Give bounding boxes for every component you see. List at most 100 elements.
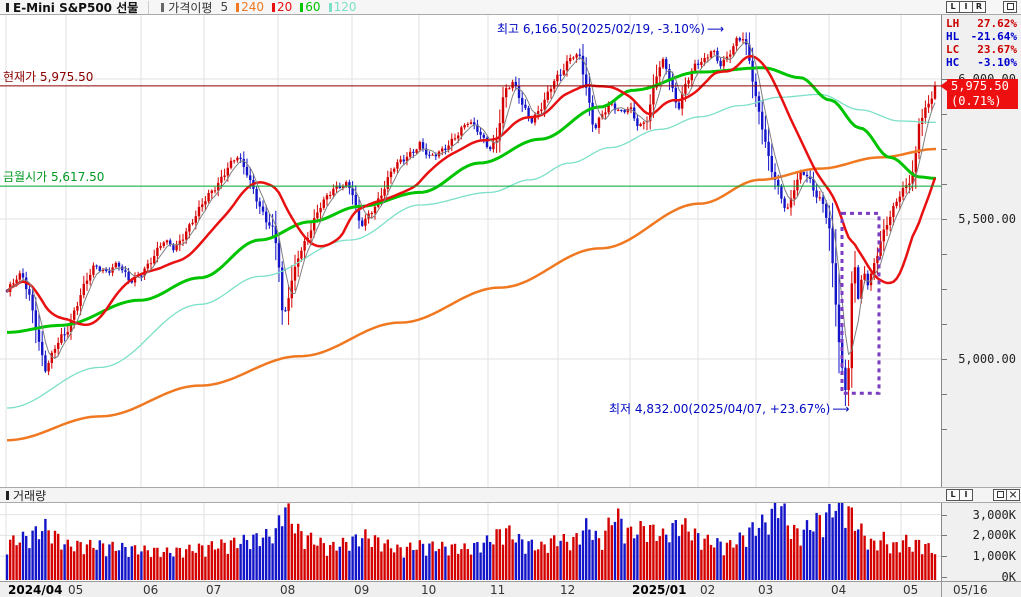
ma-period-value: 60 — [305, 0, 321, 14]
ma-legend-label[interactable]: 가격이평 — [168, 0, 213, 15]
volume-axis-label: 2,000K — [972, 528, 1016, 543]
stat-lh: LH 27.62% — [946, 17, 1017, 30]
maximize-icon — [1006, 3, 1014, 10]
stat-value: 27.62% — [977, 17, 1017, 30]
ma120-line — [6, 93, 936, 409]
y-axis-minor-tick — [942, 114, 947, 115]
stat-hc: HC -3.10% — [946, 56, 1017, 69]
x-axis-label-2024-04: 2024/04 — [8, 583, 63, 597]
x-axis-label-07: 07 — [206, 583, 222, 597]
stat-label: LC — [946, 43, 960, 56]
ma-period-20[interactable]: 20 — [272, 0, 292, 14]
volume-chart[interactable] — [0, 503, 941, 581]
y-axis-minor-tick — [942, 394, 947, 395]
ma-period-240[interactable]: 240 — [236, 0, 264, 14]
y-axis-minor-tick — [942, 149, 947, 150]
ma-period-value: 20 — [277, 0, 293, 14]
y-axis-tick — [942, 219, 947, 220]
x-axis-label-11: 11 — [490, 583, 506, 597]
y-axis-minor-tick — [942, 429, 947, 430]
volume-axis-tick — [942, 535, 947, 537]
stats-panel: LH 27.62% HL -21.64% LC 23.67% HC -3.10% — [946, 17, 1017, 69]
ma60-line — [6, 66, 937, 334]
ma20-line — [6, 55, 937, 327]
ma-period-5[interactable]: 5 — [220, 0, 228, 14]
ma-legend-icon — [161, 2, 165, 12]
volume-bars-layer — [5, 503, 937, 580]
stat-label: LH — [946, 17, 960, 30]
x-axis-label-05: 05 — [903, 583, 919, 597]
stat-lc: LC 23.67% — [946, 43, 1017, 56]
stat-label: HL — [946, 30, 960, 43]
volume-window-button-i[interactable]: I — [959, 489, 973, 501]
volume-axis-tick — [942, 556, 947, 558]
price-pointer-icon — [940, 81, 947, 91]
volume-close-button[interactable] — [1006, 489, 1020, 501]
stat-label: HC — [946, 56, 960, 69]
ma5-line — [6, 41, 936, 359]
y-axis-label: 5,000.00 — [958, 352, 1016, 366]
stat-hl: HL -21.64% — [946, 30, 1017, 43]
ma240-line — [6, 147, 937, 442]
ma-period-value: 120 — [333, 0, 357, 14]
ma-color-swatch — [328, 2, 332, 12]
stat-value: 23.67% — [977, 43, 1017, 56]
ma-color-swatch — [272, 2, 275, 12]
x-axis-label-03: 03 — [758, 583, 774, 597]
volume-maximize-button[interactable] — [993, 489, 1007, 501]
window-button-l[interactable]: L — [946, 1, 960, 13]
volume-title: 거래량 — [13, 488, 47, 503]
ma-period-120[interactable]: 120 — [328, 0, 357, 14]
stat-value: -3.10% — [977, 56, 1017, 69]
window-button-i[interactable]: I — [959, 1, 973, 13]
x-axis-label-04: 04 — [831, 583, 847, 597]
y-axis-tick — [942, 79, 947, 80]
latest-date-label: 05/16 — [953, 583, 988, 597]
volume-axis[interactable]: 3,000K 2,000K 1,000K 0K — [941, 503, 1021, 584]
volume-axis-label: 1,000K — [972, 549, 1016, 564]
time-axis[interactable]: 05/16 2024/04 05 06 07 08 09 10 11 12 2025/01 02 03… — [0, 581, 1021, 597]
current-price-value: 5,975.50 — [951, 79, 1009, 93]
ma-color-swatch — [300, 2, 304, 12]
ma-period-value: 240 — [241, 0, 264, 14]
x-axis-label-08: 08 — [280, 583, 296, 597]
y-axis-label: 5,500.00 — [958, 212, 1016, 226]
x-axis-label-12: 12 — [560, 583, 576, 597]
maximize-button[interactable] — [1003, 1, 1017, 13]
y-axis-minor-tick — [942, 289, 947, 290]
volume-window-button-l[interactable]: L — [946, 489, 960, 501]
volume-header: 거래량 — [0, 487, 1021, 503]
volume-axis-tick — [942, 514, 947, 516]
x-axis-label-09: 09 — [354, 583, 370, 597]
current-price-box: 5,975.50 (0.71%) — [947, 79, 1018, 109]
x-axis-label-02: 02 — [700, 583, 716, 597]
axis-divider — [941, 582, 942, 597]
header-separator — [148, 0, 150, 14]
y-axis-minor-tick — [942, 184, 947, 185]
close-icon — [1007, 490, 1019, 500]
price-chart[interactable] — [0, 15, 941, 487]
volume-icon — [6, 490, 9, 500]
maximize-icon — [996, 491, 1004, 498]
highlight-box — [840, 211, 881, 395]
current-price-change: (0.71%) — [951, 94, 1002, 108]
y-axis-tick — [942, 359, 947, 360]
ma-period-tags: 5 240 20 60 120 — [212, 0, 356, 14]
x-axis-label-2025-01: 2025/01 — [632, 583, 687, 597]
chart-title: E-Mini S&P500 선물 — [13, 0, 139, 15]
ma-period-60[interactable]: 60 — [300, 0, 321, 14]
x-axis-label-06: 06 — [143, 583, 159, 597]
x-axis-label-10: 10 — [421, 583, 437, 597]
y-axis-minor-tick — [942, 254, 947, 255]
title-bar-icon — [6, 2, 9, 12]
volume-axis-label: 3,000K — [972, 507, 1016, 522]
volume-axis-label: 0K — [1001, 570, 1016, 584]
volume-axis-tick — [942, 577, 947, 578]
window-button-r[interactable]: R — [972, 1, 986, 13]
y-axis-minor-tick — [942, 324, 947, 325]
ma-period-value: 5 — [220, 0, 229, 14]
ma-color-swatch — [236, 2, 240, 12]
stat-value: -21.64% — [970, 30, 1017, 43]
